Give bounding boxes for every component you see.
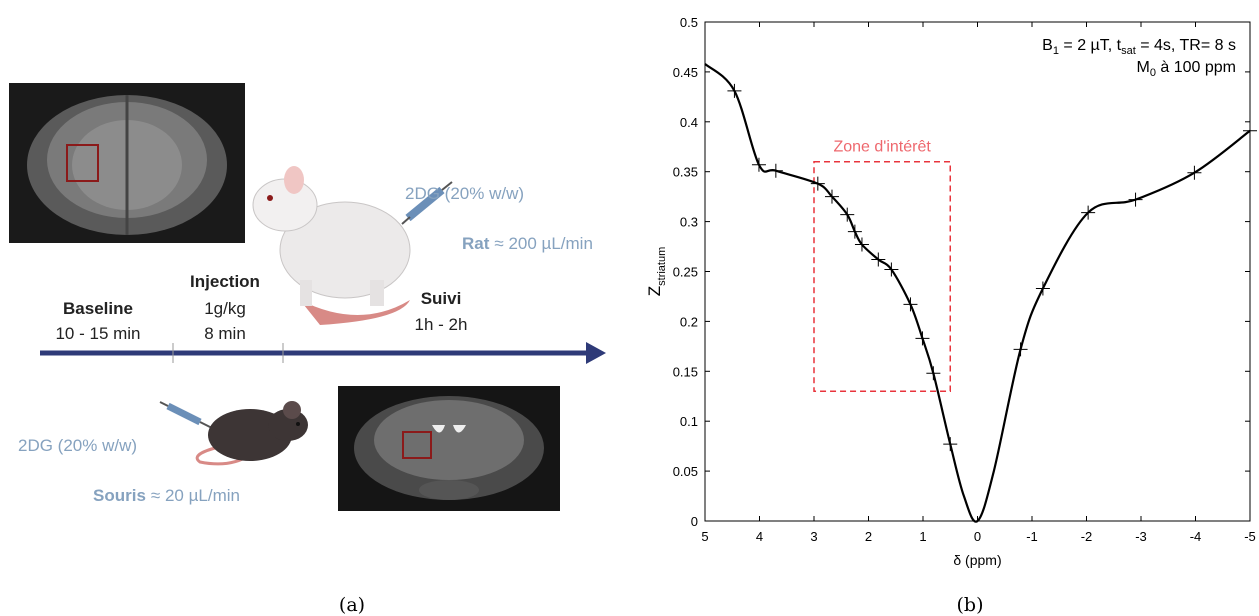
annotation-sub: 1 — [1053, 45, 1059, 57]
y-tick-label: 0.4 — [680, 115, 698, 130]
y-tick-label: 0.45 — [673, 65, 698, 80]
marker — [1035, 281, 1050, 296]
y-tick-label: 0.2 — [680, 314, 698, 329]
timeline-time: 1h - 2h — [415, 315, 468, 334]
annotation-text: B — [1042, 37, 1053, 54]
x-tick-label: -4 — [1190, 529, 1202, 544]
marker — [727, 83, 742, 98]
annotation-text: = 2 µT, t — [1059, 37, 1122, 54]
annotation-text: à 100 ppm — [1156, 59, 1236, 76]
marker — [871, 252, 886, 267]
marker — [1013, 342, 1028, 357]
marker — [847, 224, 862, 239]
marker — [768, 163, 783, 178]
rat-dose: 2DG (20% w/w) — [405, 184, 524, 203]
y-tick-label: 0.3 — [680, 215, 698, 230]
mouse-dose: 2DG (20% w/w) — [18, 436, 137, 455]
curve — [704, 63, 1251, 523]
rat-illustration — [252, 166, 411, 325]
x-tick-label: 0 — [974, 529, 981, 544]
rat-syringe — [401, 181, 453, 225]
rat-brain-image — [9, 83, 245, 243]
y-tick-label: 0.05 — [673, 464, 698, 479]
mouse-species: Souris — [93, 486, 146, 505]
marker — [1187, 165, 1202, 180]
rat-species: Rat — [462, 234, 490, 253]
mouse-brain-image — [338, 386, 560, 511]
x-tick-label: 1 — [919, 529, 926, 544]
annotation: B1 = 2 µT, tsat = 4s, TR= 8 s — [1042, 37, 1236, 57]
caption: (b) — [957, 594, 984, 616]
marker — [915, 331, 930, 346]
marker — [840, 207, 855, 222]
timeline-title: Suivi — [421, 289, 462, 308]
region-box — [813, 160, 951, 393]
timeline-arrow — [40, 342, 606, 364]
y-tick-label: 0.5 — [680, 15, 698, 30]
x-tick-label: -2 — [1081, 529, 1093, 544]
x-axis-label: δ (ppm) — [953, 552, 1001, 568]
marker — [884, 262, 899, 277]
timeline-time: 8 min — [204, 324, 246, 343]
mouse-rate-value: ≈ 20 µL/min — [151, 486, 240, 505]
mouse-syringe — [159, 401, 213, 429]
mouse-illustration — [195, 401, 308, 466]
marker — [1243, 123, 1257, 138]
x-tick-label: 5 — [701, 529, 708, 544]
caption: (a) — [339, 594, 365, 616]
marker — [943, 437, 958, 452]
y-axis-label-main: Z — [645, 286, 664, 296]
y-tick-label: 0 — [691, 514, 698, 529]
annotation-text: = 4s, TR= 8 s — [1136, 37, 1236, 54]
timeline-dose: 1g/kg — [204, 299, 246, 318]
marker — [1128, 192, 1143, 207]
annotation-sub: 0 — [1150, 67, 1156, 79]
marker — [903, 297, 918, 312]
region-label: Zone d'intérêt — [833, 139, 931, 156]
annotation: M0 à 100 ppm — [1136, 59, 1236, 79]
x-tick-label: -3 — [1135, 529, 1147, 544]
x-tick-label: 2 — [865, 529, 872, 544]
timeline-time: 10 - 15 min — [55, 324, 140, 343]
timeline-title: Injection — [190, 272, 260, 291]
y-tick-label: 0.25 — [673, 265, 698, 280]
rat-rate: Rat ≈ 200 µL/min — [462, 234, 593, 253]
y-tick-label: 0.1 — [680, 414, 698, 429]
annotation-text: M — [1136, 59, 1149, 76]
y-tick-label: 0.35 — [673, 165, 698, 180]
x-tick-label: -1 — [1026, 529, 1038, 544]
x-tick-label: 3 — [810, 529, 817, 544]
marker — [926, 366, 941, 381]
marker — [824, 189, 839, 204]
marker — [1081, 205, 1096, 220]
marker — [810, 176, 825, 191]
y-axis-label-sub: striatum — [656, 247, 668, 286]
marker — [854, 237, 869, 252]
x-tick-label: 4 — [756, 529, 763, 544]
mouse-rate: Souris ≈ 20 µL/min — [93, 486, 240, 505]
marker — [751, 157, 766, 172]
timeline-title: Baseline — [63, 299, 133, 318]
y-tick-label: 0.15 — [673, 364, 698, 379]
plot-frame — [704, 21, 1251, 522]
rat-rate-value: ≈ 200 µL/min — [494, 234, 593, 253]
x-tick-label: -5 — [1244, 529, 1256, 544]
y-axis-label: Zstriatum — [645, 247, 668, 297]
annotation-sub: sat — [1121, 45, 1136, 57]
